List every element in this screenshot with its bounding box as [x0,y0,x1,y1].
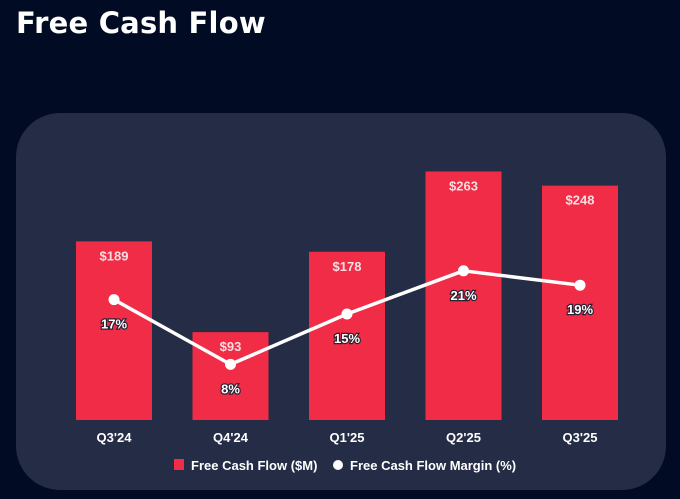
chart-title: Free Cash Flow [16,6,266,40]
legend-line-label: Free Cash Flow Margin (%) [350,458,516,473]
x-tick-label: Q3'24 [97,430,133,445]
margin-point-1 [225,358,236,370]
x-tick-label: Q2'25 [446,430,481,445]
bar-1 [192,332,269,420]
bar-3 [425,171,502,420]
bar-2 [309,251,385,420]
bar-value-label: $248 [566,193,595,208]
bar-value-label: $263 [449,178,478,193]
bar-value-label: $93 [220,339,242,354]
margin-value-label: 8% [221,381,240,396]
line-group: 17% 8% 15% 21% 19% [100,265,595,398]
legend-line-swatch [333,460,343,470]
margin-value-label: 15% [334,331,360,346]
x-tick-label: Q1'25 [330,430,365,445]
x-tick-label: Q4'24 [213,430,249,445]
legend-bar-swatch [174,459,184,470]
legend-bar-label: Free Cash Flow ($M) [191,458,317,473]
margin-point-3 [458,265,469,277]
x-axis-labels: Q3'24 Q4'24 Q1'25 Q2'25 Q3'25 [97,430,598,445]
bar-0 [76,241,152,420]
margin-point-0 [108,294,120,306]
bars-group: $189 $93 $178 $263 $248 [76,171,618,420]
margin-value-label: 17% [101,317,127,332]
margin-point-4 [574,279,586,291]
bar-value-label: $189 [100,248,129,263]
margin-value-label: 21% [450,288,476,303]
x-tick-label: Q3'25 [563,430,598,445]
bar-4 [542,185,618,420]
bar-value-label: $178 [333,259,362,274]
margin-point-2 [341,308,353,320]
margin-value-label: 19% [567,302,593,317]
legend: Free Cash Flow ($M) Free Cash Flow Margi… [174,458,516,473]
